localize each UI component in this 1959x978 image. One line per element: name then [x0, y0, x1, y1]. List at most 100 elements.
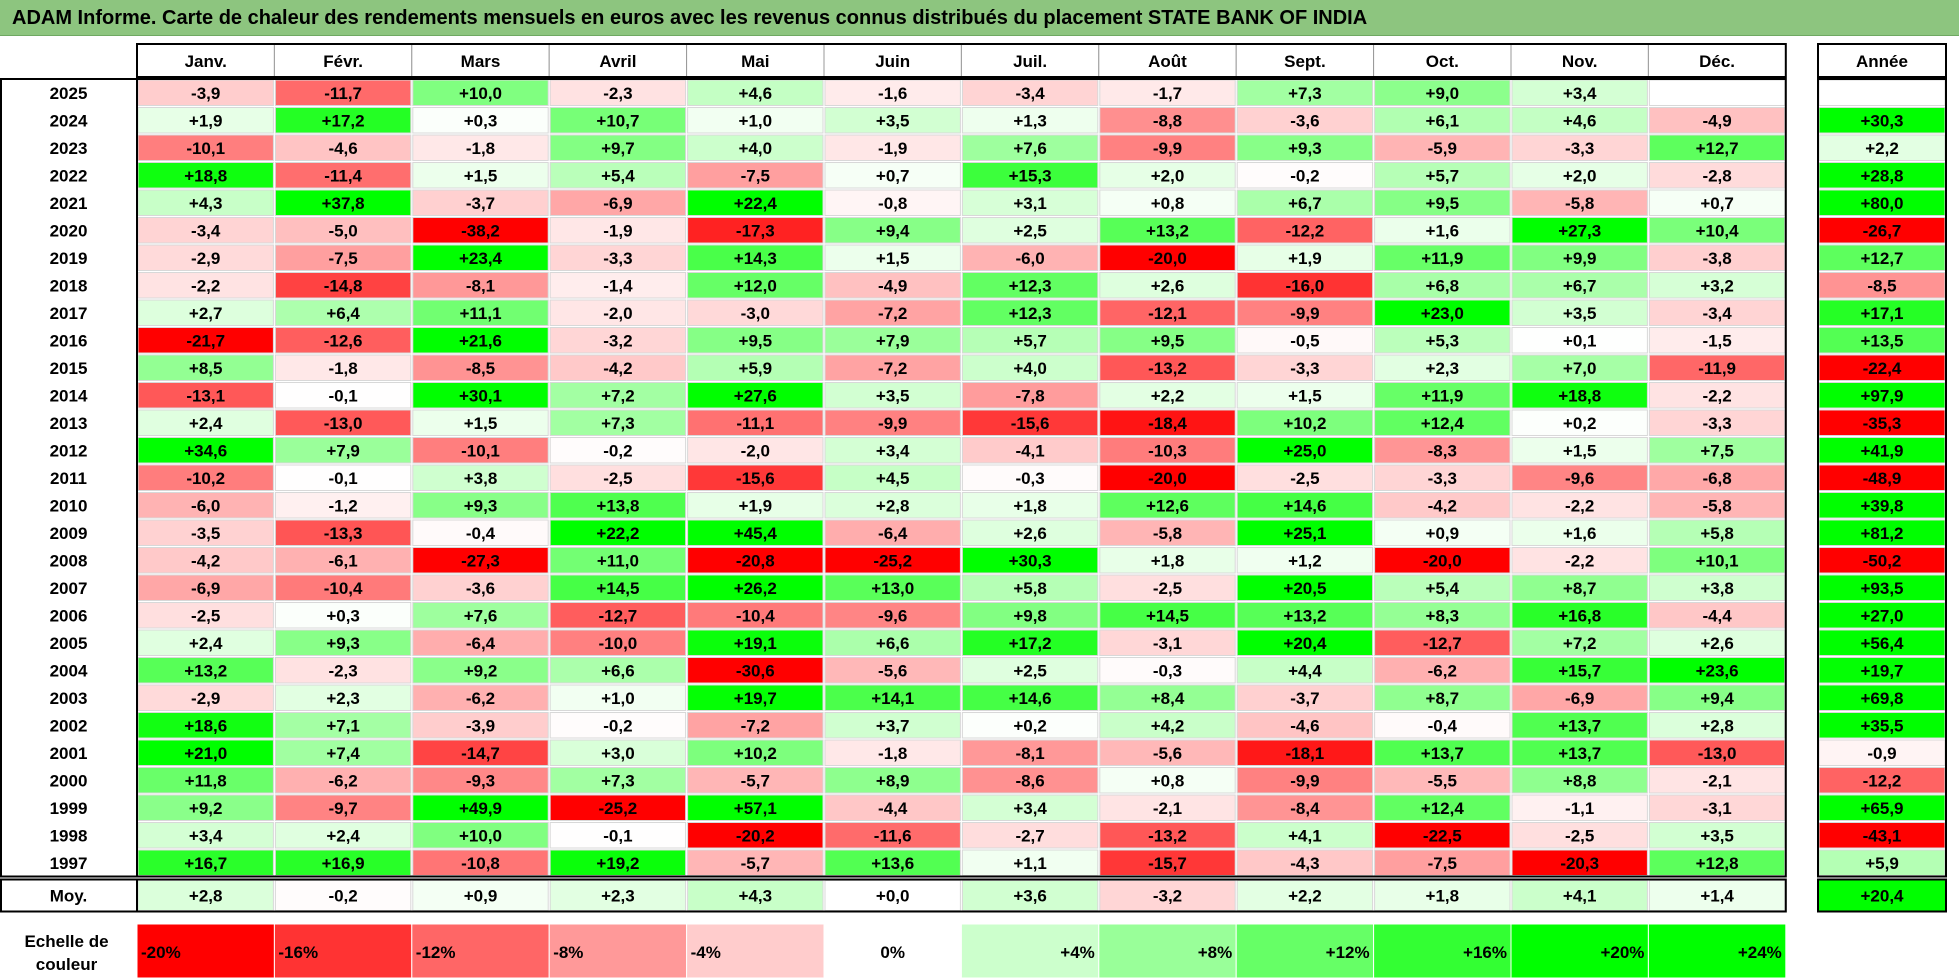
scale-label: +24%	[1738, 943, 1782, 962]
heatmap-cell	[687, 272, 824, 299]
cell-value: -6,8	[1702, 469, 1731, 488]
cell-value: +3,4	[1563, 84, 1597, 103]
heatmap-cell	[412, 519, 549, 546]
cell-value: -14,8	[324, 277, 363, 296]
heatmap-cell	[1099, 189, 1236, 216]
cell-value: -11,6	[874, 827, 912, 846]
cell-value: -1,2	[328, 497, 357, 516]
cell-value: -0,4	[466, 524, 496, 543]
heatmap-cell	[824, 134, 961, 161]
heatmap-cell	[1099, 354, 1236, 381]
scale-label: -8%	[553, 943, 583, 962]
heatmap-cell	[824, 382, 961, 409]
heatmap-cell	[549, 794, 687, 821]
cell-value: -2,9	[191, 689, 220, 708]
heatmap-cell	[549, 739, 687, 766]
cell-value: -6,4	[878, 524, 908, 543]
heatmap-cell	[824, 244, 961, 271]
annual-value: +35,5	[1860, 717, 1903, 736]
heatmap-cell	[1511, 437, 1648, 464]
annual-value: +30,3	[1860, 112, 1903, 131]
heatmap-cell	[549, 712, 687, 739]
cell-value: +3,4	[876, 442, 910, 461]
cell-value: +0,3	[326, 607, 360, 626]
average-cell	[824, 880, 961, 911]
heatmap-cell	[1236, 382, 1374, 409]
heatmap-cell	[549, 409, 687, 436]
cell-value: -1,4	[603, 277, 633, 296]
cell-value: +3,5	[1700, 827, 1734, 846]
heatmap-cell	[1648, 739, 1786, 766]
heatmap-cell	[137, 492, 274, 519]
cell-value: -2,8	[1702, 167, 1731, 186]
cell-value: +14,5	[1146, 607, 1189, 626]
cell-value: +0,1	[1563, 332, 1597, 351]
cell-value: +18,6	[184, 717, 227, 736]
year-label: 2005	[50, 634, 88, 653]
cell-value: -20,3	[1560, 854, 1599, 873]
cell-value: -3,7	[466, 194, 495, 213]
cell-value: +14,6	[1283, 497, 1326, 516]
annual-value: +81,2	[1860, 524, 1903, 543]
cell-value: -8,5	[466, 359, 495, 378]
average-value: +2,8	[189, 887, 223, 906]
heatmap-cell	[1511, 217, 1648, 244]
scale-label: +12%	[1326, 943, 1370, 962]
cell-value: -6,2	[328, 772, 357, 791]
heatmap-cell	[1374, 739, 1511, 766]
heatmap-cell	[687, 162, 824, 189]
heatmap-cell	[1374, 409, 1511, 436]
heatmap-cell	[412, 382, 549, 409]
cell-value: +12,4	[1421, 414, 1465, 433]
heatmap-cell	[274, 657, 412, 684]
cell-value: +4,1	[1288, 827, 1322, 846]
heatmap-cell	[1511, 822, 1648, 849]
cell-value: -6,9	[1565, 689, 1594, 708]
month-header: Oct.	[1426, 52, 1459, 71]
heatmap-cell	[824, 354, 961, 381]
scale-label: -12%	[416, 943, 456, 962]
heatmap-cell	[687, 519, 824, 546]
cell-value: +4,0	[1013, 359, 1047, 378]
annual-value: +80,0	[1860, 194, 1903, 213]
heatmap-cell	[1374, 519, 1511, 546]
heatmap-cell	[412, 739, 549, 766]
heatmap-cell	[549, 327, 687, 354]
heatmap-cell	[1648, 712, 1786, 739]
cell-value: +4,6	[739, 84, 773, 103]
heatmap-cell	[1236, 464, 1374, 491]
cell-value: +7,3	[601, 772, 635, 791]
cell-value: -3,9	[466, 717, 495, 736]
average-label: Moy.	[50, 887, 87, 906]
cell-value: -4,2	[1428, 497, 1457, 516]
heatmap-cell	[1648, 189, 1786, 216]
month-header: Nov.	[1562, 52, 1598, 71]
cell-value: -20,2	[736, 827, 775, 846]
cell-value: -9,9	[1290, 772, 1319, 791]
heatmap-cell	[687, 684, 824, 711]
cell-value: +3,2	[1700, 277, 1734, 296]
heatmap-cell	[687, 217, 824, 244]
heatmap-cell	[1648, 464, 1786, 491]
cell-value: -8,1	[1015, 744, 1044, 763]
cell-value: -7,2	[878, 304, 907, 323]
cell-value: +3,1	[1013, 194, 1047, 213]
heatmap-cell	[1374, 684, 1511, 711]
heatmap-cell	[824, 189, 961, 216]
average-value: +2,2	[1288, 887, 1322, 906]
heatmap-cell	[1648, 547, 1786, 574]
cell-value: +1,5	[464, 414, 498, 433]
heatmap-cell	[1511, 712, 1648, 739]
heatmap-cell	[1099, 464, 1236, 491]
year-label: 2022	[50, 167, 88, 186]
cell-value: -2,2	[1565, 552, 1594, 571]
month-header: Mai	[741, 52, 769, 71]
heatmap-cell	[274, 492, 412, 519]
heatmap-cell	[1236, 272, 1374, 299]
heatmap-cell	[687, 354, 824, 381]
heatmap-cell	[137, 327, 274, 354]
heatmap-cell	[1099, 849, 1236, 876]
heatmap-cell	[1374, 189, 1511, 216]
annual-value: +17,1	[1860, 304, 1903, 323]
annual-value: -22,4	[1863, 359, 1902, 378]
